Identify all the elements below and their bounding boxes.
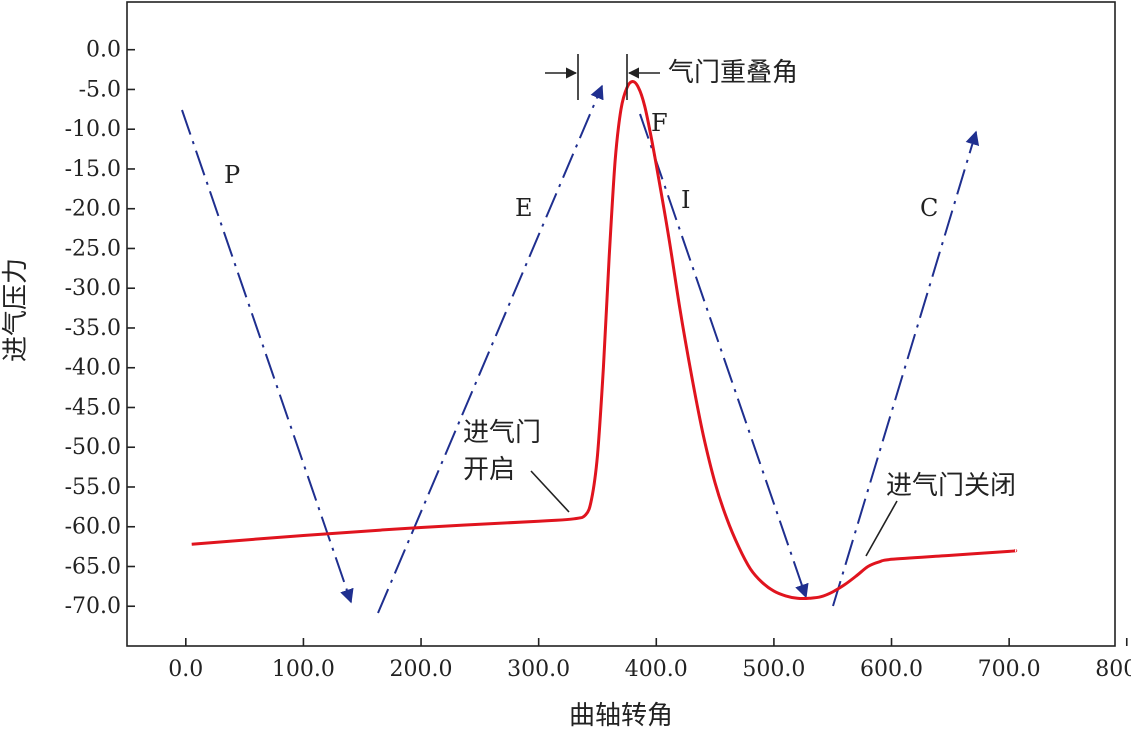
stroke-arrow-p bbox=[181, 109, 354, 604]
y-tick-label: -55.0 bbox=[65, 475, 121, 500]
intake-open-leader bbox=[530, 470, 570, 513]
x-tick-label: 700.0 bbox=[978, 657, 1041, 682]
y-tick-label: -50.0 bbox=[65, 435, 121, 460]
x-tick-label: 600.0 bbox=[860, 657, 923, 682]
y-tick-label: -30.0 bbox=[65, 276, 121, 301]
y-axis-ticks: 0.0 -5.0 -10.0 -15.0 -20.0 -25.0 -30.0 -35.0 -40… bbox=[65, 38, 135, 619]
y-tick-label: -5.0 bbox=[79, 77, 121, 102]
plot-frame bbox=[126, 1, 1116, 647]
stroke-label-c: C bbox=[920, 194, 938, 222]
stroke-arrow-c bbox=[832, 130, 980, 607]
x-tick-label: 800.0 bbox=[1095, 657, 1131, 682]
series-intake-pressure-line bbox=[191, 79, 1018, 601]
y-tick-label: -70.0 bbox=[65, 594, 121, 619]
x-axis-title: 曲轴转角 bbox=[569, 701, 673, 730]
y-axis-title: 进气压力 bbox=[1, 258, 31, 362]
intake-close-label: 进气门关闭 bbox=[886, 471, 1016, 501]
stroke-label-f: F bbox=[651, 109, 668, 137]
stroke-arrow-i bbox=[639, 113, 809, 599]
stroke-label-p: P bbox=[224, 161, 240, 189]
y-tick-label: -20.0 bbox=[65, 197, 121, 222]
x-axis-ticks: 0.0 100.0 200.0 300.0 400.0 500.0 600.0 700.0 80… bbox=[168, 638, 1131, 682]
y-tick-label: -10.0 bbox=[65, 117, 121, 142]
x-tick-label: 0.0 bbox=[168, 657, 203, 682]
stroke-label-e: E bbox=[515, 194, 533, 222]
y-tick-label: -65.0 bbox=[65, 554, 121, 579]
x-tick-label: 500.0 bbox=[742, 657, 805, 682]
y-tick-label: -35.0 bbox=[65, 316, 121, 341]
intake-open-label-line1: 进气门 bbox=[463, 418, 541, 448]
x-tick-label: 100.0 bbox=[272, 657, 335, 682]
y-tick-label: -60.0 bbox=[65, 515, 121, 540]
intake-close-leader bbox=[865, 500, 898, 557]
overlap-angle-label: 气门重叠角 bbox=[668, 58, 798, 88]
x-tick-label: 300.0 bbox=[507, 657, 570, 682]
x-tick-label: 200.0 bbox=[390, 657, 453, 682]
y-tick-label: -40.0 bbox=[65, 356, 121, 381]
stroke-arrow-e bbox=[377, 84, 604, 614]
intake-open-label-line2: 开启 bbox=[463, 455, 515, 485]
y-tick-label: -25.0 bbox=[65, 236, 121, 261]
y-tick-label: -15.0 bbox=[65, 157, 121, 182]
y-tick-label: -45.0 bbox=[65, 395, 121, 420]
stroke-label-i: I bbox=[681, 186, 690, 214]
y-tick-label: 0.0 bbox=[86, 38, 121, 63]
x-tick-label: 400.0 bbox=[625, 657, 688, 682]
